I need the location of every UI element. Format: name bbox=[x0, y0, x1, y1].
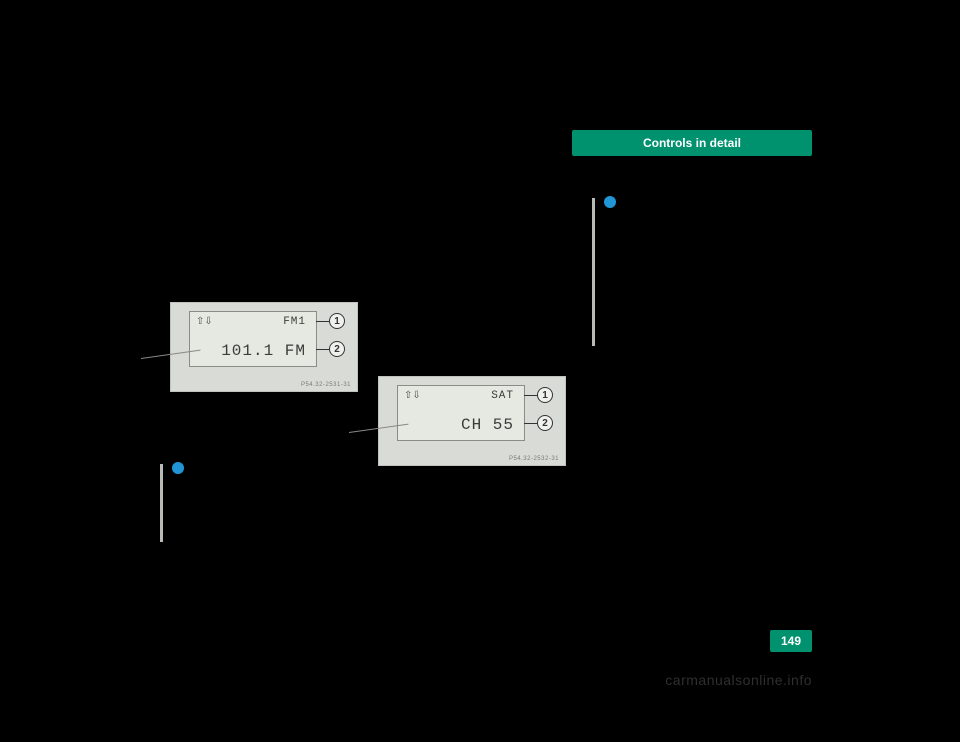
lcd-band-label: FM1 bbox=[283, 316, 306, 328]
updown-arrow-icon: ⇧⇩ bbox=[404, 390, 421, 401]
callout-line bbox=[524, 423, 538, 424]
info-bar bbox=[592, 198, 595, 346]
callout-line bbox=[316, 349, 330, 350]
lcd-channel: CH 55 bbox=[461, 416, 514, 434]
figure-ref: P54.32-2531-31 bbox=[301, 382, 351, 388]
lcd-band-label: SAT bbox=[491, 390, 514, 402]
callout-2: 2 bbox=[537, 415, 553, 431]
info-bullet-icon bbox=[172, 462, 184, 474]
manual-page: Controls in detail ⇧⇩ FM1 101.1 FM 1 2 P… bbox=[0, 0, 960, 742]
figure-ref: P54.32-2532-31 bbox=[509, 456, 559, 462]
lcd-display-sat: ⇧⇩ SAT CH 55 1 2 P54.32-2532-31 bbox=[378, 376, 566, 466]
watermark-text: carmanualsonline.info bbox=[665, 672, 812, 688]
page-number: 149 bbox=[770, 630, 812, 652]
lcd-screen-sat: ⇧⇩ SAT CH 55 bbox=[397, 385, 525, 441]
callout-2: 2 bbox=[329, 341, 345, 357]
info-bullet-icon bbox=[604, 196, 616, 208]
updown-arrow-icon: ⇧⇩ bbox=[196, 316, 213, 327]
section-header: Controls in detail bbox=[572, 130, 812, 156]
lcd-frequency: 101.1 FM bbox=[221, 342, 306, 360]
callout-1: 1 bbox=[329, 313, 345, 329]
callout-1: 1 bbox=[537, 387, 553, 403]
lcd-display-fm: ⇧⇩ FM1 101.1 FM 1 2 P54.32-2531-31 bbox=[170, 302, 358, 392]
lcd-screen-fm: ⇧⇩ FM1 101.1 FM bbox=[189, 311, 317, 367]
callout-line bbox=[316, 321, 330, 322]
callout-line bbox=[524, 395, 538, 396]
info-bar bbox=[160, 464, 163, 542]
